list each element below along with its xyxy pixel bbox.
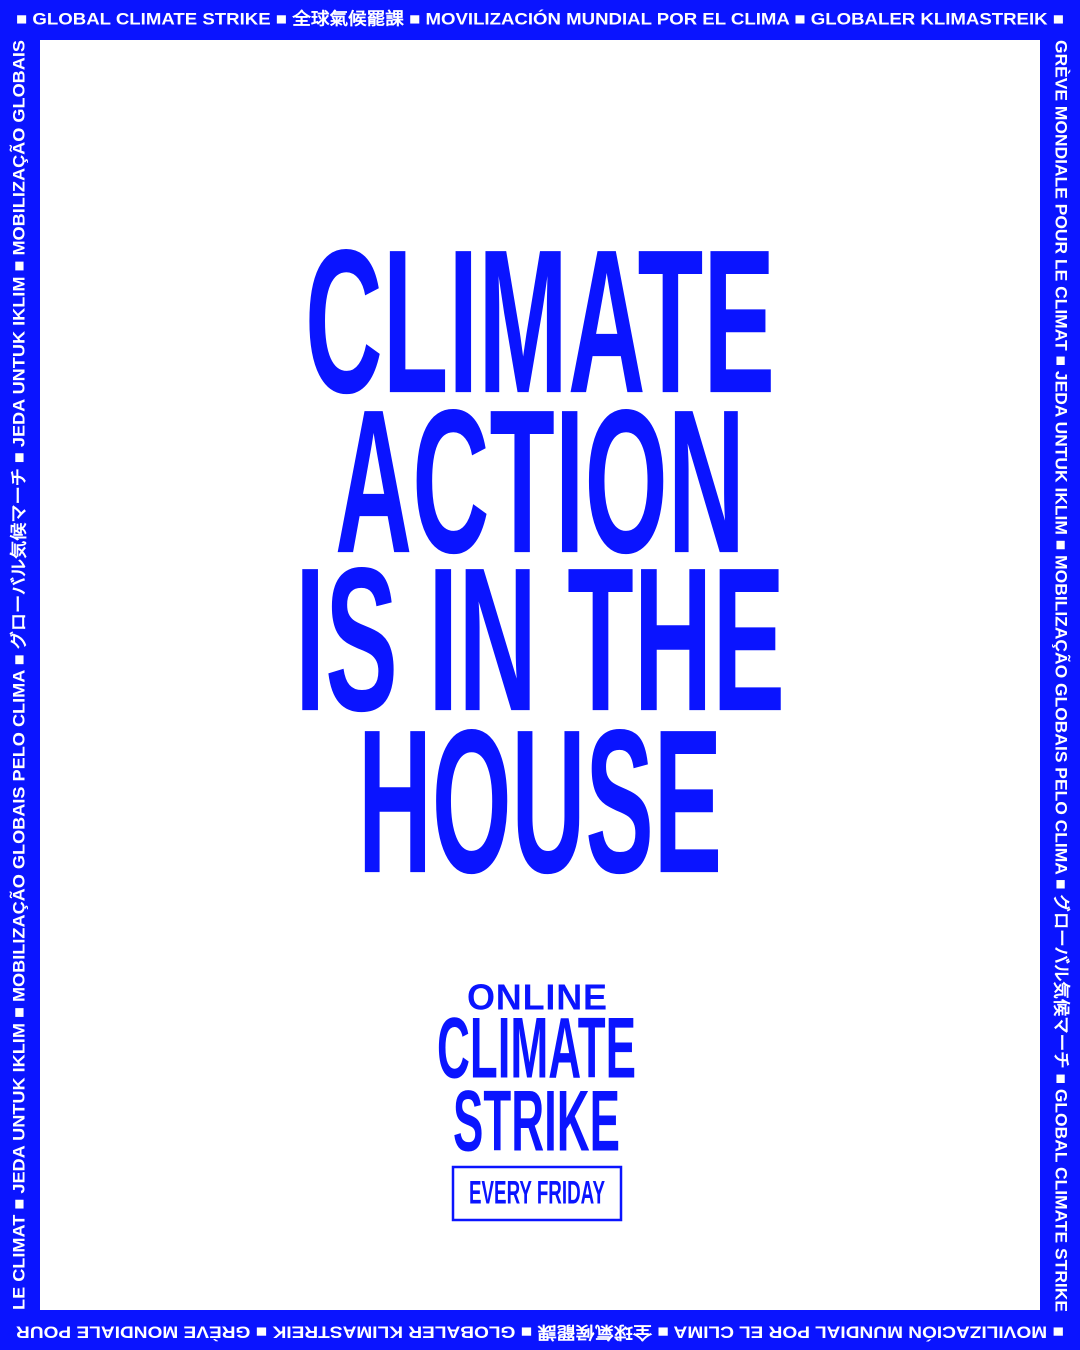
headline-line: IS IN THE bbox=[295, 525, 785, 754]
headline: CLIMATE ACTION IS IN THE HOUSE bbox=[295, 207, 785, 916]
canvas bbox=[40, 40, 1040, 1310]
frame-bottom-text: ■ MOVILIZACIÓN MUNDIAL POR EL CLIMA ■ 全球… bbox=[16, 1323, 1064, 1343]
frame-left-text: LE CLIMAT ■ JEDA UNTUK IKLIM ■ MOBILIZAÇ… bbox=[8, 40, 28, 1310]
headline-line: HOUSE bbox=[358, 687, 722, 916]
badge-text: EVERY FRIDAY bbox=[469, 1174, 605, 1210]
frame-top-text: ■ GLOBAL CLIMATE STRIKE ■ 全球氣候罷課 ■ MOVIL… bbox=[16, 8, 1064, 28]
logo-line: CLIMATE bbox=[437, 1001, 636, 1097]
logo-kicker: ONLINE bbox=[467, 977, 607, 1018]
headline-line: CLIMATE bbox=[305, 207, 775, 436]
logo: ONLINE CLIMATE STRIKE EVERY FRIDAY bbox=[437, 977, 636, 1222]
logo-line: STRIKE bbox=[453, 1074, 620, 1170]
frame-right-text: GRÈVE MONDIALE POUR LE CLIMAT ■ JEDA UNT… bbox=[1052, 40, 1072, 1312]
headline-line: ACTION bbox=[335, 367, 745, 596]
badge-box bbox=[451, 1165, 623, 1222]
